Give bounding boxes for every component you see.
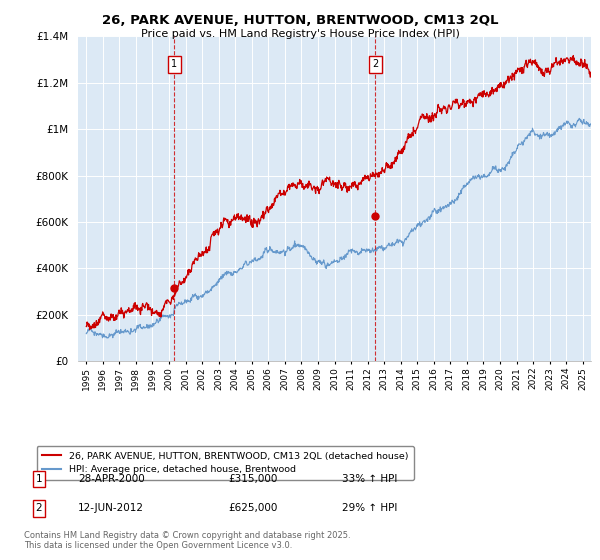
Text: 28-APR-2000: 28-APR-2000 (78, 474, 145, 484)
Text: 12-JUN-2012: 12-JUN-2012 (78, 503, 144, 514)
Text: £625,000: £625,000 (228, 503, 277, 514)
Text: Contains HM Land Registry data © Crown copyright and database right 2025.
This d: Contains HM Land Registry data © Crown c… (24, 530, 350, 550)
Legend: 26, PARK AVENUE, HUTTON, BRENTWOOD, CM13 2QL (detached house), HPI: Average pric: 26, PARK AVENUE, HUTTON, BRENTWOOD, CM13… (37, 446, 414, 480)
Text: Price paid vs. HM Land Registry's House Price Index (HPI): Price paid vs. HM Land Registry's House … (140, 29, 460, 39)
Text: £315,000: £315,000 (228, 474, 277, 484)
Text: 2: 2 (35, 503, 43, 514)
Text: 2: 2 (372, 59, 378, 69)
Text: 1: 1 (35, 474, 43, 484)
Text: 26, PARK AVENUE, HUTTON, BRENTWOOD, CM13 2QL: 26, PARK AVENUE, HUTTON, BRENTWOOD, CM13… (102, 14, 498, 27)
Text: 33% ↑ HPI: 33% ↑ HPI (342, 474, 397, 484)
Text: 29% ↑ HPI: 29% ↑ HPI (342, 503, 397, 514)
Text: 1: 1 (171, 59, 178, 69)
